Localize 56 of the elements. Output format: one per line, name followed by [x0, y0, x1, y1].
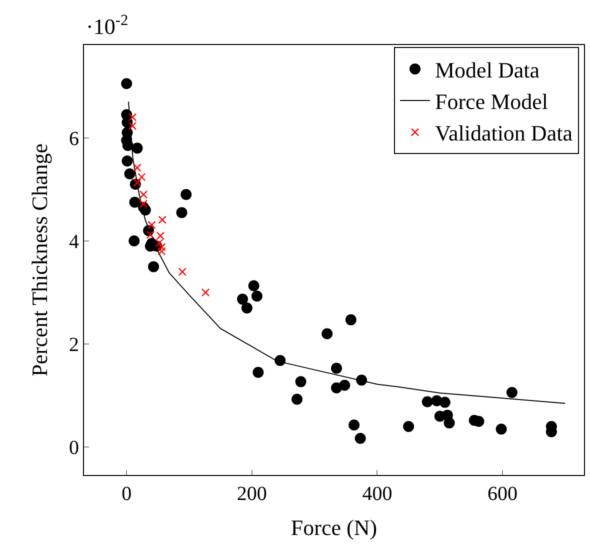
- text: ·10$^{-2}$: [86, 12, 128, 40]
- point: [345, 314, 356, 326]
- point: [348, 419, 360, 430]
- point: [158, 243, 166, 252]
- point: [158, 247, 166, 256]
- y-tick-label: 2: [69, 334, 79, 356]
- point: [439, 396, 450, 408]
- point: [403, 421, 414, 432]
- point: [241, 302, 252, 314]
- point: [422, 396, 433, 408]
- point: [178, 268, 186, 276]
- point: [252, 366, 264, 378]
- point: [237, 294, 248, 305]
- point: [148, 220, 156, 230]
- x-tick-label: 0: [122, 483, 132, 505]
- point: [139, 190, 148, 199]
- point: [129, 196, 140, 208]
- point: [339, 380, 350, 391]
- point: [444, 417, 455, 428]
- point: [124, 168, 136, 180]
- point: [128, 235, 140, 246]
- point: [133, 164, 142, 172]
- x-axis-title: Force (N): [290, 514, 378, 540]
- point: [201, 288, 210, 297]
- point: [132, 142, 143, 154]
- point: [322, 328, 333, 340]
- point: [133, 178, 142, 187]
- x-tick-label: 200: [236, 483, 267, 505]
- point: [139, 200, 148, 208]
- legend-label: Model Data: [435, 58, 540, 83]
- point: [158, 216, 166, 224]
- point: [331, 362, 342, 374]
- point: [138, 172, 146, 182]
- point: [506, 387, 518, 398]
- point: [148, 261, 160, 272]
- point: [121, 78, 132, 90]
- point: [248, 280, 260, 292]
- point: [176, 207, 188, 218]
- point: [128, 122, 137, 130]
- legend-label: Validation Data: [435, 120, 573, 146]
- point: [354, 432, 366, 444]
- legend-label: Force Model: [435, 89, 548, 114]
- x-tick-label: 400: [362, 483, 392, 505]
- point: [180, 189, 192, 200]
- point: [155, 238, 164, 248]
- point: [122, 156, 133, 167]
- y-tick-label: 4: [69, 230, 79, 253]
- point: [295, 376, 306, 388]
- x-tick-label: 600: [488, 483, 518, 505]
- point: [496, 424, 507, 435]
- y-tick-label: 0: [69, 437, 79, 460]
- point: [292, 394, 303, 405]
- point: [251, 290, 262, 302]
- point: [128, 113, 137, 122]
- y-axis-title: Percent Thickness Change: [26, 144, 52, 376]
- y-tick-label: 6: [69, 128, 79, 150]
